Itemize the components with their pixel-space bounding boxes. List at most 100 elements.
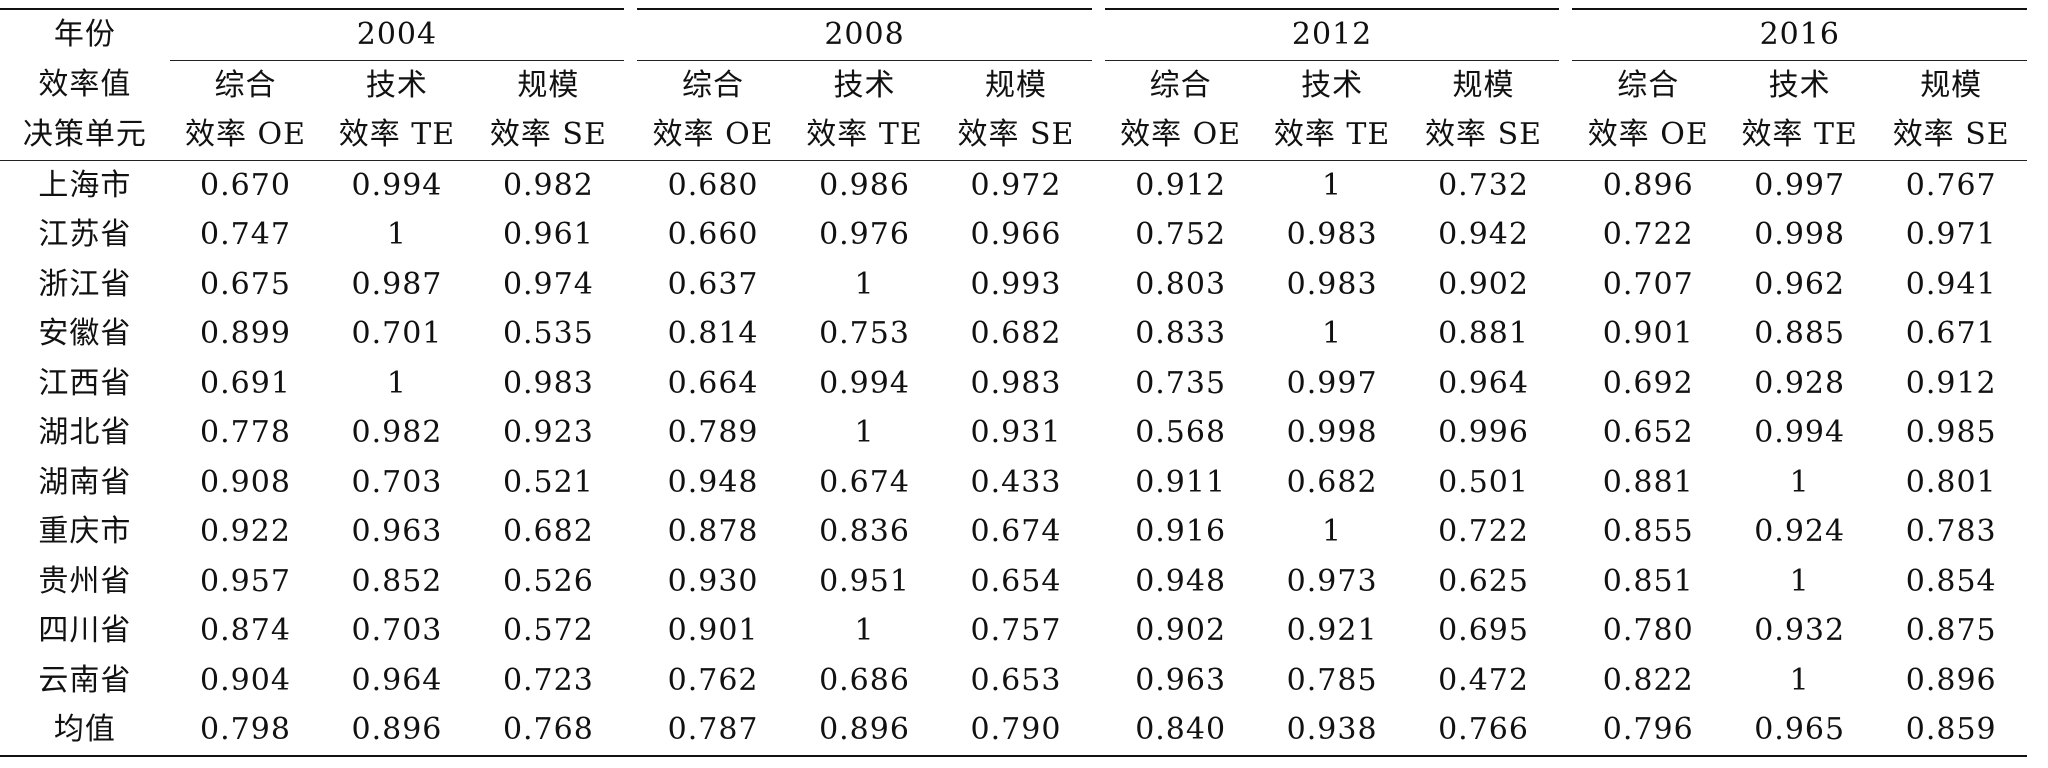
efficiency-value-cell: 0.568	[1135, 415, 1227, 450]
efficiency-value-cell: 0.472	[1438, 662, 1529, 698]
efficiency-value-cell: 0.998	[1754, 217, 1846, 252]
efficiency-value-cell: 0.885	[1754, 316, 1846, 351]
efficiency-value-cell: 0.986	[819, 167, 910, 203]
column-gap	[1092, 507, 1105, 557]
column-gap	[624, 705, 638, 757]
efficiency-value-cell: 0.653	[970, 662, 1062, 698]
table-row: 贵州省 0.957 0.852 0.526 0.930 0.951 0.654 0.948 0.…	[0, 557, 2027, 607]
table-row: 重庆市 0.922 0.963 0.682 0.878 0.836 0.674 0.916 1 0…	[0, 507, 2027, 557]
efficiency-value-cell: 0.965	[1723, 705, 1876, 757]
efficiency-value-cell: 0.924	[1754, 514, 1846, 549]
efficiency-value-cell: 0.985	[1905, 415, 1997, 450]
efficiency-value-cell: 0.982	[502, 167, 594, 203]
efficiency-value-cell: 0.899	[200, 316, 291, 351]
efficiency-value-cell: 0.997	[1286, 365, 1378, 401]
efficiency-value-cell: 0.822	[1602, 662, 1694, 698]
efficiency-value-cell: 0.671	[1905, 316, 1997, 351]
efficiency-value-cell: 0.993	[970, 266, 1062, 302]
header-row-metric-top: 效率值 综合 技术 规模 综合 技术 规模 综合 技术 规模 综合 技术 规模	[0, 59, 2027, 110]
column-gap	[1559, 606, 1572, 656]
efficiency-value-cell: 0.855	[1602, 514, 1694, 549]
efficiency-value-cell: 0.931	[970, 415, 1062, 450]
column-gap	[1559, 210, 1572, 260]
column-gap	[1092, 9, 1105, 60]
table-row: 四川省 0.874 0.703 0.572 0.901 1 0.757 0.902 0.921 0…	[0, 606, 2027, 656]
decision-unit-label: 贵州省	[38, 563, 132, 599]
efficiency-value-cell: 0.695	[1438, 613, 1529, 648]
efficiency-value-cell: 0.722	[1438, 514, 1529, 549]
efficiency-value-cell: 0.521	[502, 464, 594, 500]
efficiency-value-cell: 0.982	[351, 415, 443, 450]
table-row: 江西省 0.691 1 0.983 0.664 0.994 0.983 0.735 0.997 0…	[0, 359, 2027, 409]
efficiency-value-cell: 0.767	[1905, 167, 1997, 203]
efficiency-value-cell: 1	[386, 365, 407, 401]
column-gap	[624, 606, 637, 656]
efficiency-value-cell: 0.911	[1135, 464, 1227, 500]
efficiency-value-cell: 0.535	[502, 316, 594, 351]
efficiency-value-cell: 0.762	[667, 662, 759, 698]
metric-bottom-label: 效率 OE	[637, 110, 789, 161]
efficiency-value-cell: 0.874	[200, 613, 291, 648]
efficiency-value-cell: 0.948	[667, 464, 759, 500]
column-gap	[624, 359, 637, 409]
decision-unit-label: 上海市	[38, 167, 132, 203]
column-gap	[624, 210, 637, 260]
efficiency-value-cell: 0.790	[940, 705, 1092, 757]
efficiency-value-cell: 0.814	[667, 316, 759, 351]
metric-top-label: 规模	[472, 59, 625, 110]
efficiency-value-cell: 0.722	[1602, 217, 1694, 252]
column-gap	[1559, 359, 1572, 409]
column-gap	[1092, 458, 1105, 508]
efficiency-value-cell: 0.723	[502, 662, 594, 698]
efficiency-value-cell: 1	[854, 613, 875, 648]
efficiency-value-cell: 0.682	[1286, 464, 1378, 500]
efficiency-value-cell: 0.902	[1135, 613, 1227, 648]
efficiency-value-cell: 0.637	[667, 266, 759, 302]
efficiency-value-cell: 1	[1322, 316, 1343, 351]
efficiency-value-cell: 0.963	[1135, 662, 1227, 698]
column-gap	[1092, 210, 1105, 260]
efficiency-value-cell: 0.433	[970, 464, 1062, 500]
efficiency-value-cell: 1	[1322, 167, 1343, 203]
column-gap	[624, 160, 637, 210]
metric-bottom-label: 效率 OE	[1104, 110, 1257, 161]
metric-top-label: 综合	[1104, 59, 1257, 110]
metric-top-label: 规模	[940, 59, 1092, 110]
efficiency-value-cell: 0.501	[1438, 464, 1529, 500]
efficiency-value-cell: 1	[854, 415, 875, 450]
stub-header-unit: 决策单元	[0, 110, 170, 161]
column-gap	[624, 458, 637, 508]
column-gap	[1092, 408, 1105, 458]
efficiency-value-cell: 0.972	[970, 167, 1062, 203]
column-gap	[1559, 557, 1572, 607]
table-row: 浙江省 0.675 0.987 0.974 0.637 1 0.993 0.803 0.983 0…	[0, 260, 2027, 310]
efficiency-value-cell: 0.983	[970, 365, 1062, 401]
efficiency-value-cell: 0.625	[1438, 563, 1529, 599]
column-gap	[1092, 260, 1105, 310]
column-gap	[1559, 507, 1572, 557]
efficiency-value-cell: 0.801	[1905, 464, 1997, 500]
column-gap	[624, 656, 637, 706]
efficiency-value-cell: 0.833	[1135, 316, 1227, 351]
metric-top-label: 规模	[1875, 59, 2027, 110]
efficiency-value-cell: 0.964	[351, 662, 443, 698]
decision-unit-label: 浙江省	[38, 266, 132, 302]
efficiency-value-cell: 0.768	[472, 705, 625, 757]
efficiency-value-cell: 0.901	[667, 613, 759, 648]
efficiency-value-cell: 0.701	[351, 316, 443, 351]
efficiency-value-cell: 0.703	[351, 613, 443, 648]
efficiency-table: 年份 2004 2008 2012 2016 效率值 综合 技术 规模 综合 技…	[0, 8, 2027, 757]
column-gap	[624, 309, 637, 359]
efficiency-value-cell: 0.994	[1754, 415, 1846, 450]
column-gap	[1559, 110, 1573, 161]
metric-top-label: 技术	[1723, 59, 1876, 110]
column-gap	[1092, 656, 1105, 706]
metric-bottom-label: 效率 TE	[1723, 110, 1876, 161]
efficiency-value-cell: 0.964	[1438, 365, 1529, 401]
year-header-2008: 2008	[637, 8, 1092, 60]
efficiency-value-cell: 0.971	[1905, 217, 1997, 252]
efficiency-value-cell: 0.941	[1905, 266, 1997, 302]
efficiency-value-cell: 0.686	[819, 662, 910, 698]
decision-unit-label: 安徽省	[38, 316, 132, 351]
efficiency-value-cell: 0.963	[351, 514, 443, 549]
